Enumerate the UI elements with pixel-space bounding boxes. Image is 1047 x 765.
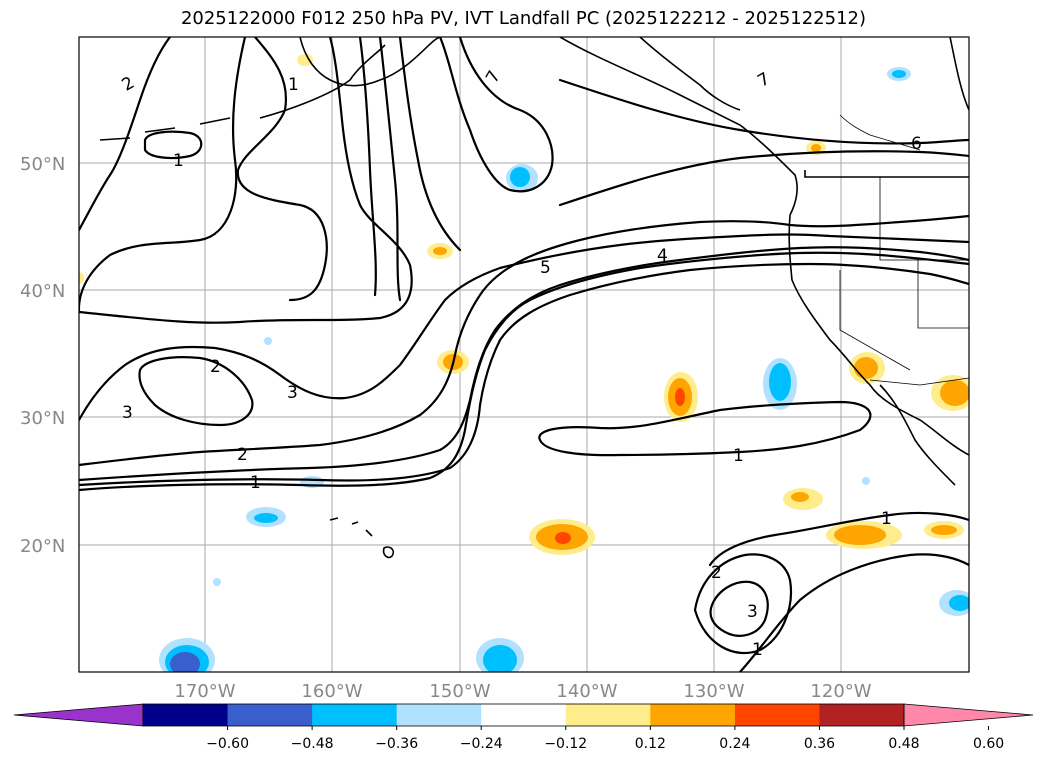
shaded-patches <box>79 54 969 672</box>
lat-label: 30°N <box>20 408 65 429</box>
lat-label: 40°N <box>20 281 65 302</box>
orange-patch <box>811 144 821 152</box>
contour-label: 2 <box>711 563 722 583</box>
orange-patch <box>940 380 969 406</box>
lon-label: 130°W <box>683 681 744 702</box>
colorbar-tick-label: 0.12 <box>635 736 666 752</box>
colorbar-frame <box>142 703 905 727</box>
orange-patch <box>555 532 571 544</box>
colorbar-segment <box>819 704 905 726</box>
contour-label: 5 <box>540 258 551 278</box>
lon-label: 150°W <box>429 681 490 702</box>
latitude-labels: 50°N 40°N 30°N 20°N <box>20 154 65 557</box>
colorbar-segment <box>734 704 820 726</box>
blue-patch <box>510 167 530 187</box>
colorbar-extension-low <box>13 703 144 727</box>
colorbar-tick-label: −0.24 <box>460 736 503 752</box>
blue-patch <box>892 70 906 78</box>
colorbar-tick-label: −0.60 <box>206 736 249 752</box>
orange-patch <box>834 525 886 545</box>
contour-label: 2 <box>210 357 221 377</box>
contour-label: 6 <box>911 134 922 154</box>
colorbar-tick-label: 0.48 <box>888 736 919 752</box>
blue-patch <box>769 363 791 401</box>
lat-label: 20°N <box>20 536 65 557</box>
colorbar-segment <box>565 704 651 726</box>
orange-patch <box>297 54 313 66</box>
colorbar-segment <box>143 704 229 726</box>
lon-label: 140°W <box>556 681 617 702</box>
orange-patch <box>791 492 809 502</box>
colorbar-tick-label: −0.48 <box>291 736 334 752</box>
lon-label: 170°W <box>174 681 235 702</box>
map-frame <box>78 36 970 673</box>
colorbar-tick-label: 0.24 <box>719 736 750 752</box>
orange-patch <box>79 272 84 284</box>
colorbar-tick-label: −0.12 <box>544 736 587 752</box>
contour-label: 3 <box>122 403 133 423</box>
contour-label: 1 <box>288 75 299 95</box>
lon-label: 160°W <box>301 681 362 702</box>
blue-patch <box>213 578 221 586</box>
contour-label: 1 <box>250 473 261 493</box>
map-title: 2025122000 F012 250 hPa PV, IVT Landfall… <box>180 8 867 29</box>
blue-patch <box>264 337 272 345</box>
colorbar-tick-label: 0.60 <box>973 736 1004 752</box>
lon-label: 120°W <box>810 681 871 702</box>
colorbar-segment <box>396 704 482 726</box>
coastlines <box>99 37 969 559</box>
blue-patch <box>254 513 278 523</box>
colorbar-segment <box>227 704 313 726</box>
orange-patch <box>433 247 447 255</box>
contour-label: 3 <box>747 602 758 622</box>
colorbar-tick-label: −0.36 <box>375 736 418 752</box>
blue-patch <box>949 595 969 611</box>
colorbar <box>13 703 1034 727</box>
contour-label: 1 <box>173 151 184 171</box>
contour-label: 1 <box>881 509 892 529</box>
colorbar-extension-high <box>903 703 1034 727</box>
contour-label: 2 <box>237 445 248 465</box>
colorbar-segment <box>312 704 398 726</box>
colorbar-tick-label: 0.36 <box>804 736 835 752</box>
contour-label: 3 <box>287 383 298 403</box>
pv-contours <box>79 37 969 672</box>
contour-label: 1 <box>752 640 763 660</box>
colorbar-segment <box>481 704 567 726</box>
blue-patch <box>862 477 870 485</box>
lat-label: 50°N <box>20 154 65 175</box>
contour-label: 1 <box>733 446 744 466</box>
orange-patch <box>675 388 685 406</box>
blue-patch <box>483 645 517 672</box>
contour-label: 4 <box>657 246 668 266</box>
orange-patch <box>931 525 957 535</box>
orange-patch <box>854 357 878 379</box>
longitude-labels: 170°W 160°W 150°W 140°W 130°W 120°W <box>174 681 871 702</box>
blue-patch <box>170 652 200 672</box>
colorbar-segment <box>650 704 736 726</box>
colorbar-ticks: −0.60 −0.48 −0.36 −0.24 −0.12 0.12 0.24 0.36 0.4… <box>206 726 1004 752</box>
